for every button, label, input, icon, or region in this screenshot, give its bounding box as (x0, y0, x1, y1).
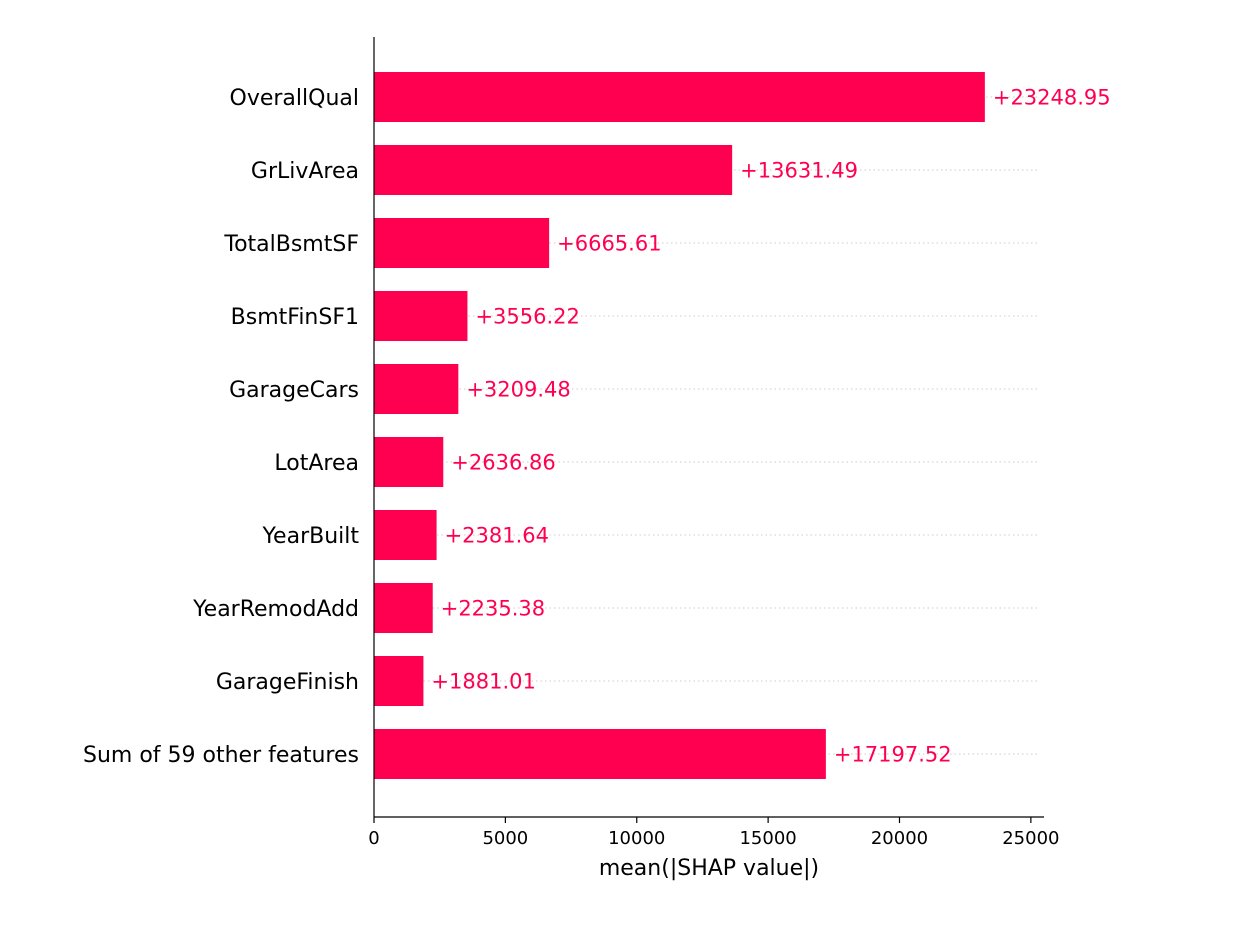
bar (374, 218, 550, 268)
category-labels: OverallQual GrLivArea TotalBsmtSF BsmtFinSF… (83, 86, 359, 768)
category-label: GarageFinish (216, 670, 359, 695)
x-tick-label: 25000 (1002, 828, 1059, 849)
value-labels: +23248.95 +13631.49 +6665.61 +3556.22 +3209.… (431, 86, 1110, 767)
category-label: OverallQual (230, 86, 359, 111)
category-label: YearRemodAdd (192, 597, 359, 622)
x-axis-title: mean(|SHAP value|) (599, 856, 819, 881)
bar (374, 656, 424, 706)
x-tick-label: 0 (368, 828, 379, 849)
category-label: Sum of 59 other features (83, 743, 359, 768)
value-label: +6665.61 (557, 232, 661, 256)
bar (374, 729, 826, 779)
x-tick-label: 10000 (608, 828, 665, 849)
bar (374, 72, 985, 122)
guide-lines (374, 96, 1040, 755)
bar (374, 583, 433, 633)
axes: 0 5000 10000 15000 20000 25000 (368, 37, 1059, 849)
value-label: +3209.48 (466, 378, 570, 402)
category-label: LotArea (274, 451, 359, 476)
category-label: GarageCars (229, 378, 359, 403)
bar (374, 145, 733, 195)
value-label: +1881.01 (431, 670, 535, 694)
category-label: GrLivArea (251, 159, 359, 184)
value-label: +2636.86 (451, 451, 555, 475)
value-label: +13631.49 (740, 159, 858, 183)
value-label: +2235.38 (441, 597, 545, 621)
value-label: +17197.52 (834, 743, 952, 767)
bar (374, 364, 459, 414)
value-label: +2381.64 (445, 524, 549, 548)
x-tick-label: 15000 (739, 828, 796, 849)
bar (374, 291, 468, 341)
x-tick-label: 20000 (871, 828, 928, 849)
x-tick-label: 5000 (482, 828, 528, 849)
bar (374, 437, 444, 487)
bars (374, 72, 985, 779)
category-label: TotalBsmtSF (223, 232, 359, 257)
value-label: +3556.22 (475, 305, 579, 329)
bar (374, 510, 437, 560)
category-label: YearBuilt (262, 524, 360, 549)
value-label: +23248.95 (993, 86, 1111, 110)
category-label: BsmtFinSF1 (231, 305, 359, 330)
